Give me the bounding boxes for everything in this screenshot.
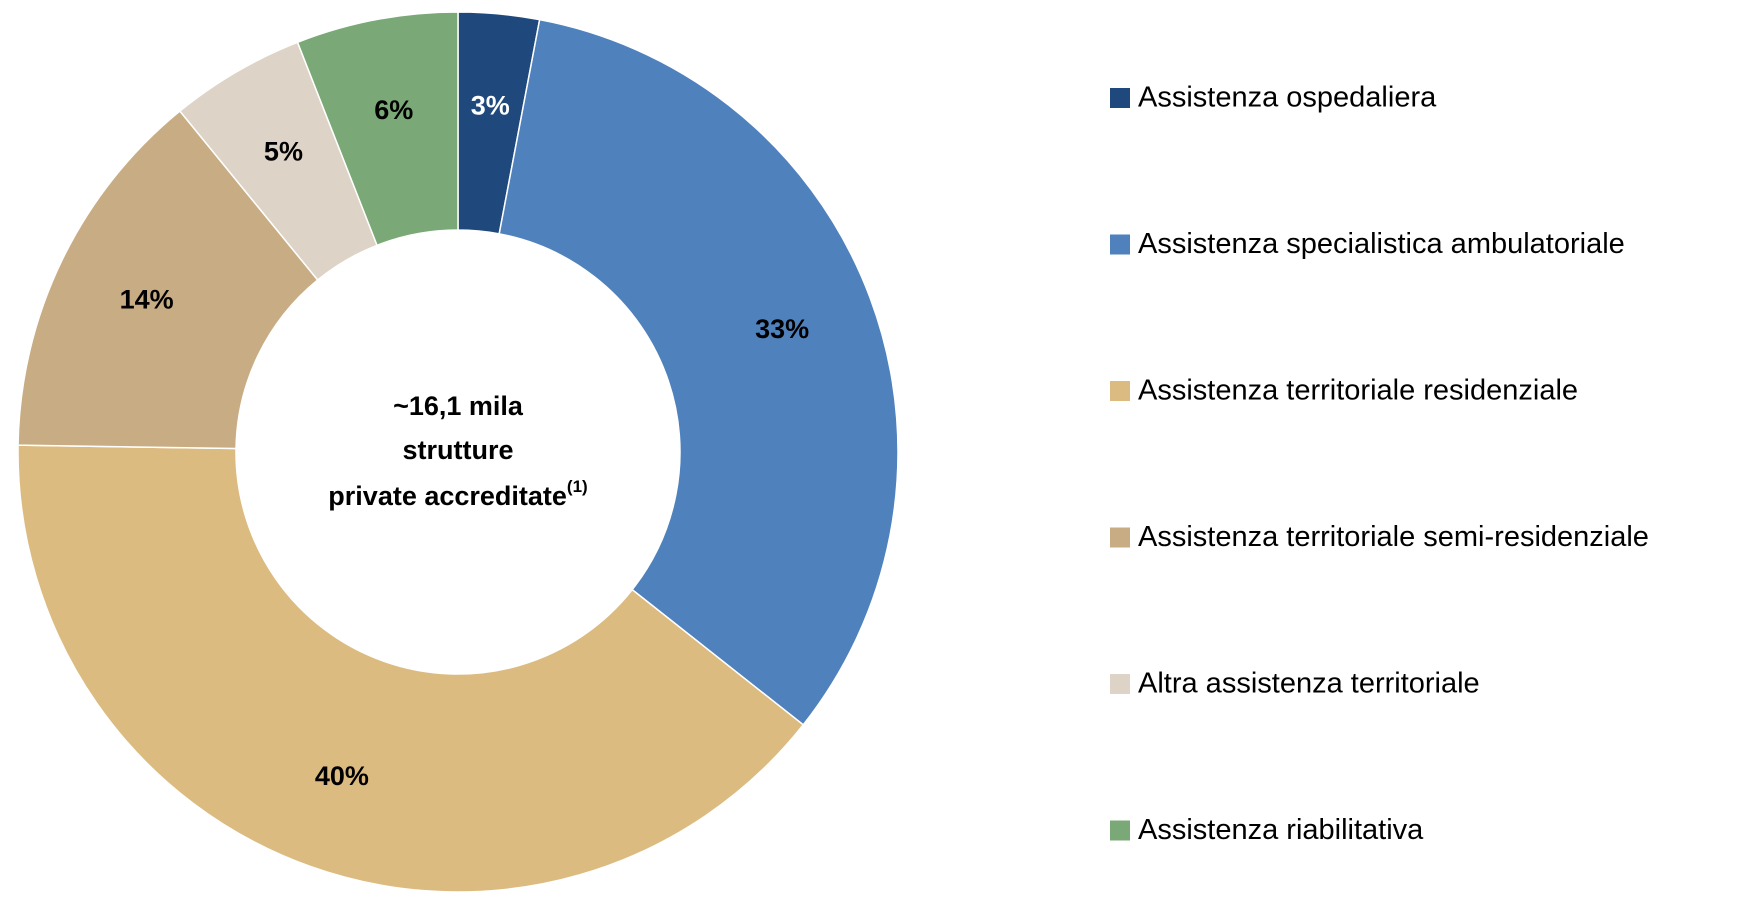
legend-swatch (1110, 820, 1130, 841)
legend-label: Assistenza riabilitativa (1138, 814, 1424, 846)
legend-swatch (1110, 88, 1130, 108)
footnote-marker: (1) (567, 477, 588, 496)
slice (17, 444, 805, 893)
legend-swatch (1110, 527, 1130, 548)
center-line: private accreditate(1) (328, 477, 587, 511)
data-label: 5% (264, 136, 303, 166)
legend-label: Assistenza ospedaliera (1138, 82, 1437, 114)
data-label: 14% (120, 284, 174, 314)
legend-swatch (1110, 674, 1130, 694)
legend-label: Altra assistenza territoriale (1138, 668, 1480, 700)
slice (17, 110, 319, 450)
legend-label: Assistenza territoriale semi-residenzial… (1138, 521, 1649, 553)
slice (296, 11, 459, 247)
data-label: 3% (471, 91, 510, 121)
legend-label: Assistenza specialistica ambulatoriale (1138, 228, 1625, 260)
legend-label: Assistenza territoriale residenziale (1138, 375, 1578, 407)
center-line: strutture (402, 435, 513, 465)
donut (17, 11, 899, 893)
center-line-text: private accreditate (328, 481, 567, 511)
legend-swatch (1110, 381, 1130, 401)
data-label: 40% (315, 761, 369, 791)
slice (498, 18, 899, 726)
data-label: 33% (755, 314, 809, 344)
data-label: 6% (374, 95, 413, 125)
legend-swatch (1110, 234, 1130, 255)
center-line: ~16,1 mila (393, 391, 524, 421)
